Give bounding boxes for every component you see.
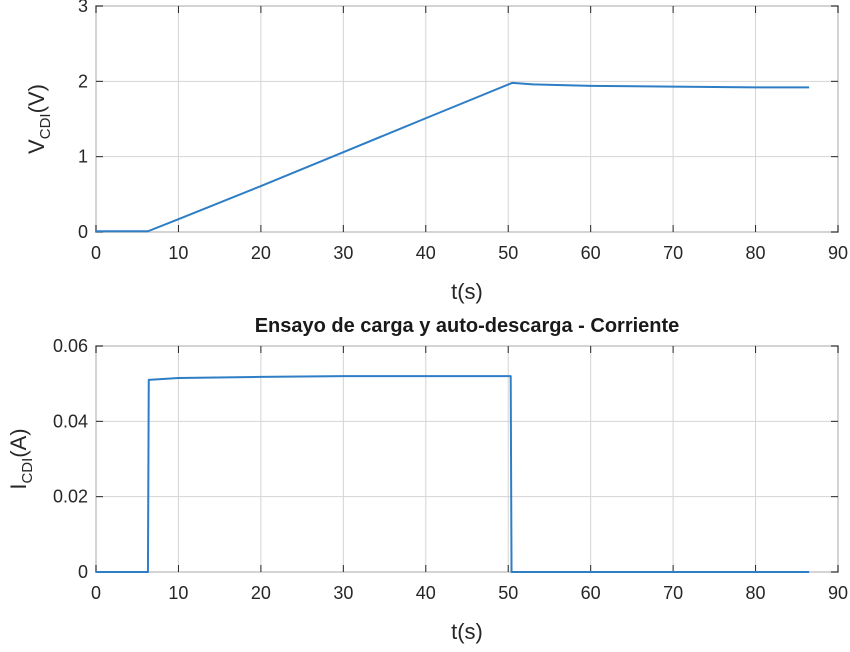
current-plot-area [95,345,839,573]
current-chart: Ensayo de carga y auto-descarga - Corrie… [6,315,848,644]
voltage-x-tick-label: 90 [828,243,848,263]
voltage-y-tick-label: 0 [78,222,88,242]
current-x-tick-label: 80 [746,583,766,603]
voltage-x-tick-label: 70 [663,243,683,263]
voltage-gridlines [95,5,839,233]
current-x-axis-label: t(s) [451,619,483,644]
current-x-tick-label: 30 [333,583,353,603]
voltage-chart: 0 10 20 30 40 50 60 70 80 90 0 1 2 3 t(s) VCDI(V) [24,0,848,304]
current-x-tick-label: 50 [498,583,518,603]
current-x-tick-label: 20 [251,583,271,603]
current-x-tick-label: 70 [663,583,683,603]
voltage-x-tick-label: 0 [91,243,101,263]
voltage-ticks: 0 10 20 30 40 50 60 70 80 90 0 1 2 3 [78,0,848,263]
current-y-tick-label: 0 [78,562,88,582]
current-x-tick-label: 90 [828,583,848,603]
voltage-x-tick-label: 60 [581,243,601,263]
current-series [96,375,810,573]
voltage-x-tick-label: 20 [251,243,271,263]
voltage-x-tick-label: 10 [168,243,188,263]
voltage-y-axis-label: VCDI(V) [24,84,54,154]
current-x-tick-label: 60 [581,583,601,603]
voltage-x-axis-label: t(s) [451,279,483,304]
voltage-plot-area [95,5,839,233]
current-y-label-subscript: CDI [19,458,36,484]
current-y-label-main: I [6,484,31,490]
current-x-tick-label: 0 [91,583,101,603]
current-ticks: 0 10 20 30 40 50 60 70 80 90 0 0.02 0.04 0.06 [53,336,848,603]
voltage-x-tick-label: 40 [416,243,436,263]
voltage-x-tick-label: 50 [498,243,518,263]
voltage-y-tick-label: 2 [78,71,88,91]
voltage-x-tick-label: 30 [333,243,353,263]
current-y-label-unit: (A) [6,428,31,457]
voltage-y-label-unit: (V) [24,84,49,113]
current-y-axis-label: ICDI(A) [6,428,36,489]
voltage-y-tick-label: 3 [78,0,88,16]
current-x-tick-label: 40 [416,583,436,603]
voltage-series-line [96,81,810,233]
voltage-y-label-main: V [24,139,49,154]
current-gridlines [95,345,839,573]
current-y-tick-label: 0.06 [53,336,88,356]
current-x-tick-label: 10 [168,583,188,603]
current-y-tick-label: 0.04 [53,411,88,431]
current-series-line [96,375,810,573]
current-y-tick-label: 0.02 [53,487,88,507]
voltage-x-tick-label: 80 [746,243,766,263]
voltage-series [96,81,810,233]
voltage-y-tick-label: 1 [78,147,88,167]
voltage-y-label-subscript: CDI [37,113,54,139]
current-chart-title: Ensayo de carga y auto-descarga - Corrie… [255,315,680,337]
